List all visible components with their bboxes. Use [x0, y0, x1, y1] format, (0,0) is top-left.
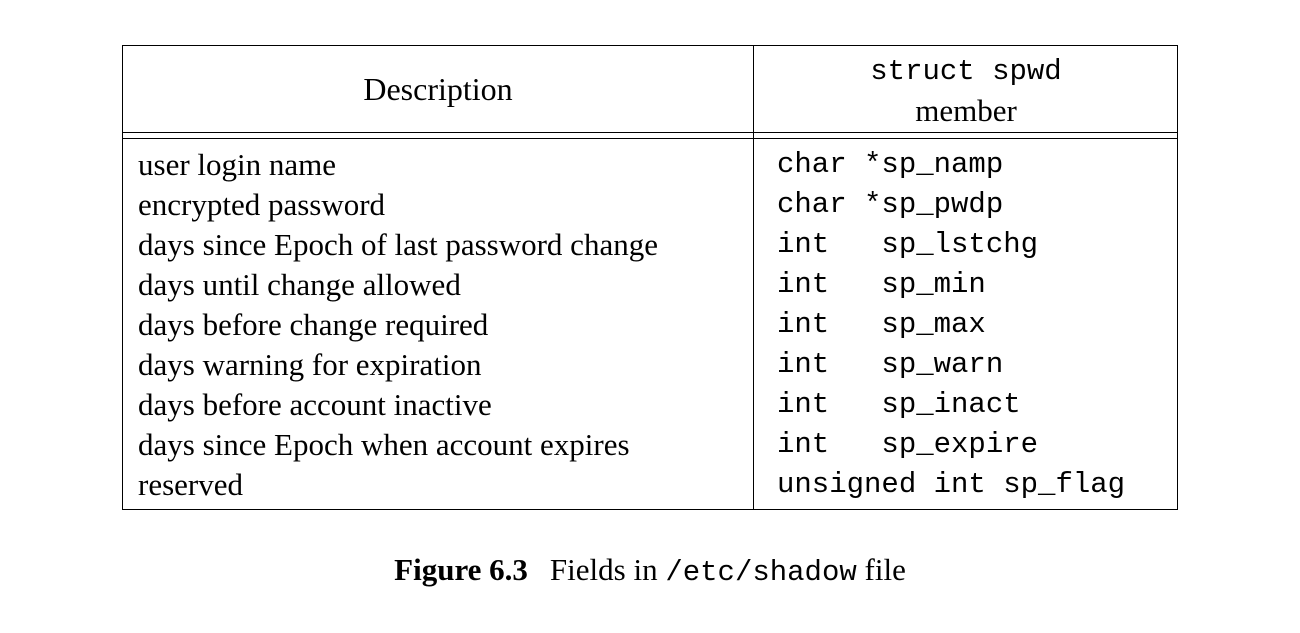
header-description: Description [363, 70, 513, 107]
figure-caption: Figure 6.3 Fields in /etc/shadow file [0, 552, 1300, 589]
table-row: days since Epoch when account expires in… [123, 425, 1177, 465]
row-member: int sp_max [777, 308, 986, 341]
row-member: int sp_expire [777, 428, 1039, 461]
table-body: user login name char *sp_namp encrypted … [123, 145, 1177, 505]
figure-label: Figure 6.3 [394, 552, 528, 587]
row-description: days warning for expiration [138, 347, 482, 382]
row-description: reserved [138, 467, 243, 502]
row-description: user login name [138, 147, 337, 182]
table-row: reserved unsigned int sp_flag [123, 465, 1177, 505]
row-description: encrypted password [138, 187, 386, 222]
header-member: struct spwd member [755, 50, 1177, 132]
table-row: days until change allowed int sp_min [123, 265, 1177, 305]
row-member: int sp_warn [777, 348, 1004, 381]
row-member: int sp_lstchg [777, 228, 1039, 261]
caption-text-before: Fields in [549, 552, 666, 587]
row-member: char *sp_namp [777, 148, 1004, 181]
header-member-code: struct spwd [870, 55, 1062, 88]
row-description: days until change allowed [138, 267, 461, 302]
caption-code: /etc/shadow [665, 556, 857, 589]
row-member: int sp_inact [777, 388, 1021, 421]
table-row: days before change required int sp_max [123, 305, 1177, 345]
row-member: unsigned int sp_flag [777, 468, 1126, 501]
row-member: char *sp_pwdp [777, 188, 1004, 221]
row-description: days since Epoch when account expires [138, 427, 630, 462]
header-member-word: member [915, 93, 1017, 128]
row-description: days before change required [138, 307, 489, 342]
column-divider [753, 46, 754, 509]
table-row: days since Epoch of last password change… [123, 225, 1177, 265]
row-description: days before account inactive [138, 387, 492, 422]
table-row: days warning for expiration int sp_warn [123, 345, 1177, 385]
table-row: user login name char *sp_namp [123, 145, 1177, 185]
caption-text-after: file [856, 552, 906, 587]
table-row: days before account inactive int sp_inac… [123, 385, 1177, 425]
row-member: int sp_min [777, 268, 986, 301]
header-double-rule [123, 132, 1177, 139]
table-row: encrypted password char *sp_pwdp [123, 185, 1177, 225]
row-description: days since Epoch of last password change [138, 227, 658, 262]
spwd-fields-table: Description struct spwd member user logi… [122, 45, 1178, 510]
